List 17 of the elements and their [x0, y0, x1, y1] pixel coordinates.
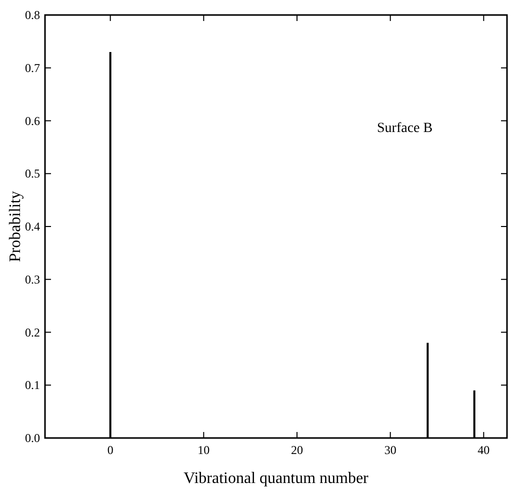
y-tick-label: 0.2 — [25, 325, 40, 340]
x-tick-label: 30 — [384, 443, 396, 457]
x-axis-title: Vibrational quantum number — [184, 470, 370, 487]
annotation: Surface B — [377, 121, 433, 136]
y-tick-label: 0.1 — [25, 378, 40, 392]
y-tick-label: 0.0 — [25, 431, 40, 445]
y-axis-title: Probability — [7, 190, 24, 262]
y-tick-label: 0.4 — [25, 220, 40, 234]
y-tick-label: 0.5 — [25, 166, 40, 181]
x-tick-label: 20 — [291, 443, 303, 457]
y-tick-label: 0.7 — [25, 60, 40, 75]
y-tick-label: 0.8 — [25, 8, 40, 22]
x-tick-label: 40 — [478, 443, 490, 457]
y-tick-label: 0.6 — [25, 114, 40, 128]
y-tick-label: 0.3 — [25, 272, 40, 286]
x-tick-label: 10 — [198, 443, 210, 457]
x-tick-label: 0 — [107, 443, 114, 457]
